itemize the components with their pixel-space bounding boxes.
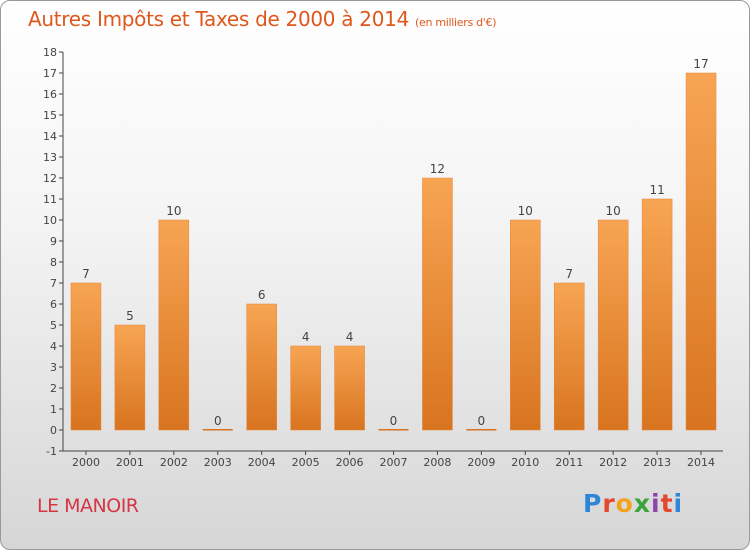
- x-tick-label: 2008: [423, 456, 451, 469]
- data-label: 4: [302, 330, 310, 344]
- y-tick-label: 9: [50, 235, 57, 248]
- y-tick-label: 14: [43, 130, 57, 143]
- bar: [422, 177, 453, 431]
- chart-title: Autres Impôts et Taxes de 2000 à 2014: [28, 7, 409, 31]
- y-tick-label: 11: [43, 193, 57, 206]
- y-tick-label: 3: [50, 361, 57, 374]
- data-label: 4: [346, 330, 354, 344]
- data-label: 10: [166, 204, 181, 218]
- data-label: 7: [565, 267, 573, 281]
- y-tick-label: 5: [50, 319, 57, 332]
- x-tick-label: 2007: [380, 456, 408, 469]
- y-tick-label: 6: [50, 298, 57, 311]
- x-tick-label: 2010: [511, 456, 539, 469]
- data-label: 7: [82, 267, 90, 281]
- commune-name: LE MANOIR: [37, 495, 139, 517]
- y-tick-label: 15: [43, 109, 57, 122]
- bar: [202, 429, 233, 431]
- y-tick-label: 1: [50, 403, 57, 416]
- y-tick-label: 7: [50, 277, 57, 290]
- bar: [685, 72, 717, 431]
- data-label: 17: [693, 57, 708, 71]
- x-tick-label: 2003: [204, 456, 232, 469]
- data-label: 10: [518, 204, 533, 218]
- data-label: 11: [649, 183, 664, 197]
- bar: [641, 198, 673, 431]
- data-label: 10: [606, 204, 621, 218]
- x-tick-label: 2005: [292, 456, 320, 469]
- y-tick-label: 12: [43, 172, 57, 185]
- x-tick-label: 2004: [248, 456, 276, 469]
- bar: [70, 282, 102, 431]
- y-tick-label: 0: [50, 424, 57, 437]
- bar: [378, 429, 409, 431]
- data-label: 12: [430, 162, 445, 176]
- x-tick-label: 2002: [160, 456, 188, 469]
- y-tick-label: 13: [43, 151, 57, 164]
- chart-subtitle: (en milliers d'€): [415, 16, 497, 29]
- data-label: 5: [126, 309, 134, 323]
- data-label: 0: [390, 414, 398, 428]
- x-tick-label: 2001: [116, 456, 144, 469]
- bar: [290, 345, 321, 431]
- y-tick-label: 17: [43, 67, 57, 80]
- bar: [334, 345, 365, 431]
- data-label: 6: [258, 288, 266, 302]
- data-label: 0: [214, 414, 222, 428]
- x-tick-label: 2009: [467, 456, 495, 469]
- x-tick-label: 2013: [643, 456, 671, 469]
- data-label: 0: [478, 414, 486, 428]
- y-tick-label: 4: [50, 340, 57, 353]
- bar: [597, 219, 629, 431]
- bar: [158, 219, 190, 431]
- bar: [246, 303, 277, 431]
- bar: [466, 429, 497, 431]
- y-tick-label: 8: [50, 256, 57, 269]
- y-tick-label: 16: [43, 88, 57, 101]
- y-tick-label: 18: [43, 46, 57, 59]
- x-tick-label: 2006: [336, 456, 364, 469]
- x-tick-label: 2011: [555, 456, 583, 469]
- x-tick-label: 2014: [687, 456, 715, 469]
- y-tick-label: 10: [43, 214, 57, 227]
- x-tick-label: 2000: [72, 456, 100, 469]
- y-tick-label: 2: [50, 382, 57, 395]
- y-tick-label: -1: [46, 445, 57, 458]
- chart-title-block: Autres Impôts et Taxes de 2000 à 2014 (en…: [28, 7, 496, 31]
- proxiti-logo: Proxiti: [583, 489, 684, 518]
- bar: [553, 282, 585, 431]
- bar: [510, 219, 541, 431]
- x-tick-label: 2012: [599, 456, 627, 469]
- bar: [114, 324, 146, 431]
